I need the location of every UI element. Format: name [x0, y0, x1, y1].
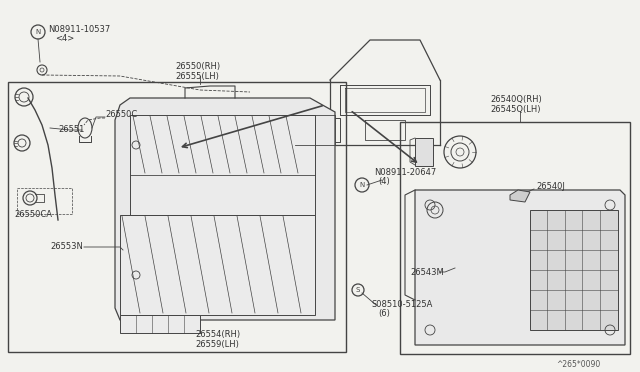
Bar — [415, 138, 433, 166]
Bar — [17, 188, 72, 214]
Text: 26540Q(RH)
26545Q(LH): 26540Q(RH) 26545Q(LH) — [490, 95, 541, 115]
Text: 26551: 26551 — [58, 125, 84, 134]
Text: 26550(RH)
26555(LH): 26550(RH) 26555(LH) — [175, 62, 220, 81]
Text: S08510-5125A: S08510-5125A — [372, 300, 433, 309]
Text: 26550CA: 26550CA — [14, 210, 52, 219]
Bar — [120, 215, 315, 315]
Text: (6): (6) — [378, 309, 390, 318]
Polygon shape — [415, 190, 625, 345]
Text: S: S — [356, 287, 360, 293]
Text: ^265*0090: ^265*0090 — [556, 360, 600, 369]
Bar — [130, 115, 315, 215]
Text: 26540J: 26540J — [536, 182, 565, 191]
Text: 26554(RH)
26559(LH): 26554(RH) 26559(LH) — [195, 330, 240, 349]
Text: (4): (4) — [378, 177, 390, 186]
Text: N08911-10537: N08911-10537 — [48, 25, 110, 34]
Bar — [120, 315, 200, 333]
Bar — [8, 82, 346, 352]
Text: <4>: <4> — [55, 34, 74, 43]
Text: 26553N: 26553N — [50, 242, 83, 251]
Text: N: N — [360, 182, 365, 188]
Polygon shape — [115, 98, 335, 320]
Polygon shape — [510, 190, 530, 202]
Text: N: N — [35, 29, 40, 35]
Text: 26543M: 26543M — [410, 268, 444, 277]
Text: 26550C: 26550C — [105, 110, 137, 119]
Text: N08911-20647: N08911-20647 — [374, 168, 436, 177]
Bar — [530, 210, 618, 330]
Bar — [400, 122, 630, 354]
